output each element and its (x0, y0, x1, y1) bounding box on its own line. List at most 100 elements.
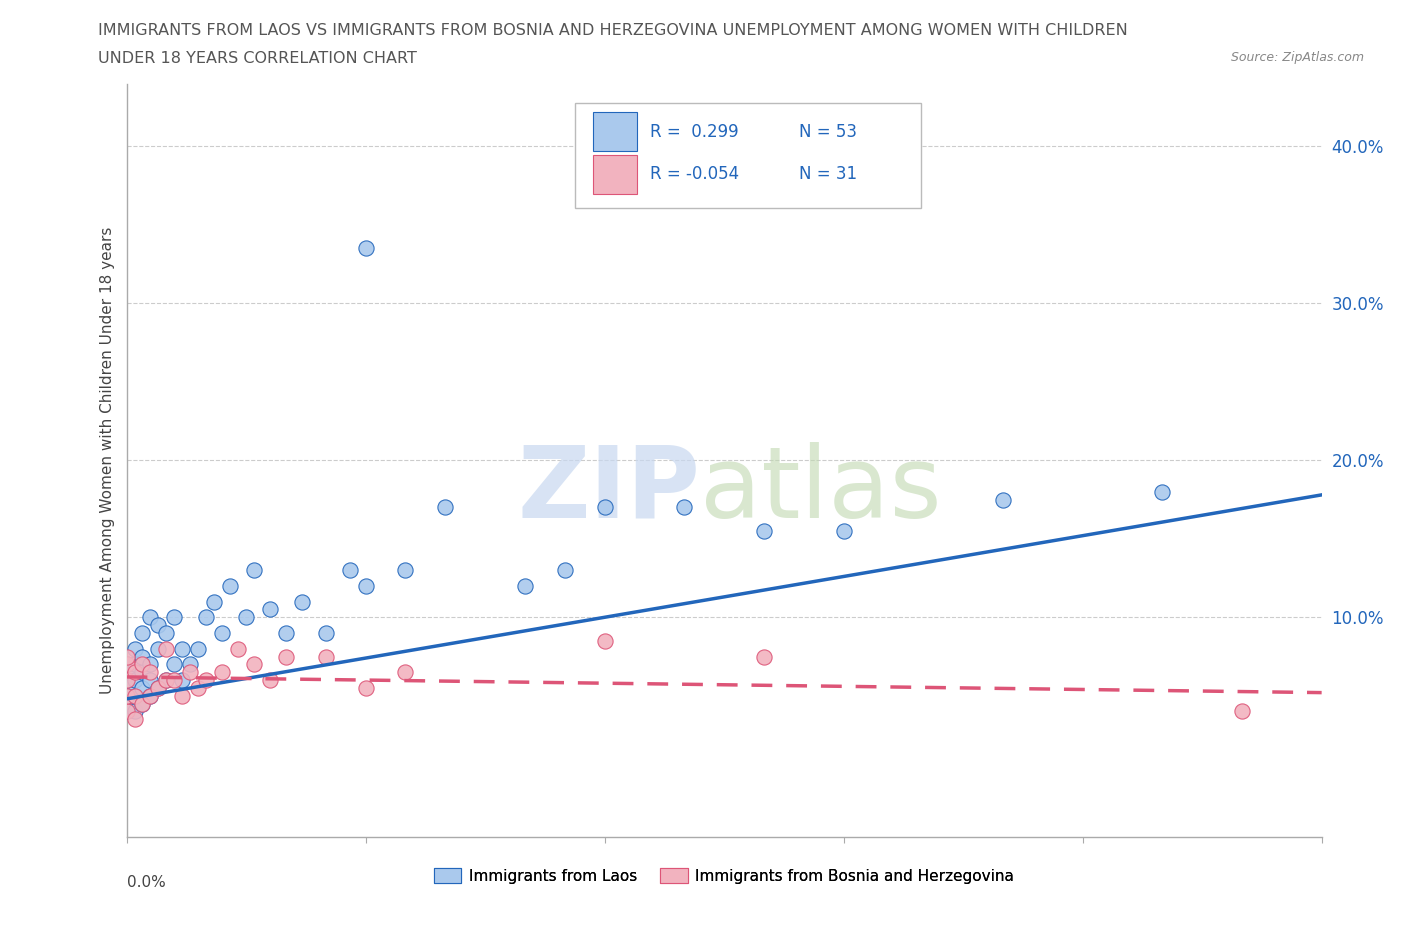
Text: R =  0.299: R = 0.299 (650, 123, 738, 141)
Point (354, 578, 377, 593)
Point (1230, 704, 1253, 719)
Point (211, 665, 233, 680)
Point (131, 681, 153, 696)
Point (115, 672, 138, 687)
Point (139, 688, 162, 703)
Point (211, 626, 233, 641)
Point (274, 626, 297, 641)
Point (235, 610, 257, 625)
Point (554, 563, 576, 578)
Point (131, 697, 153, 711)
Y-axis label: Unemployment Among Women with Children Under 18 years: Unemployment Among Women with Children U… (100, 227, 115, 694)
Point (155, 672, 177, 687)
Point (163, 672, 186, 687)
Point (139, 610, 162, 625)
Point (991, 492, 1014, 507)
Point (593, 633, 616, 648)
Point (148, 642, 170, 657)
Point (434, 500, 457, 515)
Point (219, 578, 242, 593)
Point (172, 642, 194, 657)
Point (124, 665, 146, 680)
Point (339, 563, 361, 578)
Point (172, 672, 194, 687)
Point (274, 649, 297, 664)
Point (155, 626, 177, 641)
Point (139, 672, 162, 687)
Point (115, 657, 138, 671)
Point (832, 524, 855, 538)
Point (155, 672, 177, 687)
Point (243, 657, 266, 671)
Point (243, 563, 266, 578)
Text: UNDER 18 YEARS CORRELATION CHART: UNDER 18 YEARS CORRELATION CHART (98, 51, 418, 66)
Point (131, 649, 153, 664)
Point (752, 649, 775, 664)
Point (354, 681, 377, 696)
Point (593, 500, 616, 515)
Point (394, 563, 416, 578)
Point (187, 681, 209, 696)
Point (155, 642, 177, 657)
Text: IMMIGRANTS FROM LAOS VS IMMIGRANTS FROM BOSNIA AND HERZEGOVINA UNEMPLOYMENT AMON: IMMIGRANTS FROM LAOS VS IMMIGRANTS FROM … (98, 23, 1128, 38)
Text: N = 31: N = 31 (800, 166, 858, 183)
Point (315, 649, 337, 664)
Point (291, 594, 314, 609)
Point (148, 681, 170, 696)
Point (148, 618, 170, 632)
Text: Source: ZipAtlas.com: Source: ZipAtlas.com (1230, 51, 1364, 64)
Point (115, 681, 138, 696)
Point (179, 665, 201, 680)
Point (187, 642, 209, 657)
Point (202, 594, 225, 609)
Point (115, 688, 138, 703)
Point (179, 657, 201, 671)
Point (115, 665, 138, 680)
Point (115, 688, 138, 703)
Point (131, 697, 153, 711)
Text: R = -0.054: R = -0.054 (650, 166, 740, 183)
Point (115, 649, 138, 664)
FancyBboxPatch shape (593, 113, 637, 152)
Point (195, 672, 218, 687)
Point (124, 672, 146, 687)
Point (163, 610, 186, 625)
Point (315, 626, 337, 641)
Point (115, 704, 138, 719)
Point (1152, 485, 1174, 499)
Point (752, 524, 775, 538)
Text: atlas: atlas (700, 442, 942, 539)
FancyBboxPatch shape (593, 155, 637, 194)
Point (139, 657, 162, 671)
Point (124, 688, 146, 703)
Point (354, 241, 377, 256)
Text: 0.0%: 0.0% (127, 874, 166, 890)
Point (115, 657, 138, 671)
Point (394, 665, 416, 680)
Point (131, 626, 153, 641)
Point (124, 711, 146, 726)
Point (163, 657, 186, 671)
Point (226, 642, 249, 657)
Point (131, 665, 153, 680)
Point (124, 657, 146, 671)
Point (148, 681, 170, 696)
Legend: Immigrants from Laos, Immigrants from Bosnia and Herzegovina: Immigrants from Laos, Immigrants from Bo… (427, 861, 1021, 890)
Point (259, 672, 281, 687)
Point (139, 665, 162, 680)
Text: N = 53: N = 53 (800, 123, 858, 141)
Point (115, 704, 138, 719)
Point (131, 657, 153, 671)
Point (259, 602, 281, 617)
Point (139, 688, 162, 703)
Point (115, 672, 138, 687)
Text: ZIP: ZIP (517, 442, 700, 539)
Point (124, 688, 146, 703)
FancyBboxPatch shape (575, 102, 921, 208)
Point (513, 578, 536, 593)
Point (195, 610, 218, 625)
Point (673, 500, 696, 515)
Point (124, 642, 146, 657)
Point (124, 704, 146, 719)
Point (172, 688, 194, 703)
